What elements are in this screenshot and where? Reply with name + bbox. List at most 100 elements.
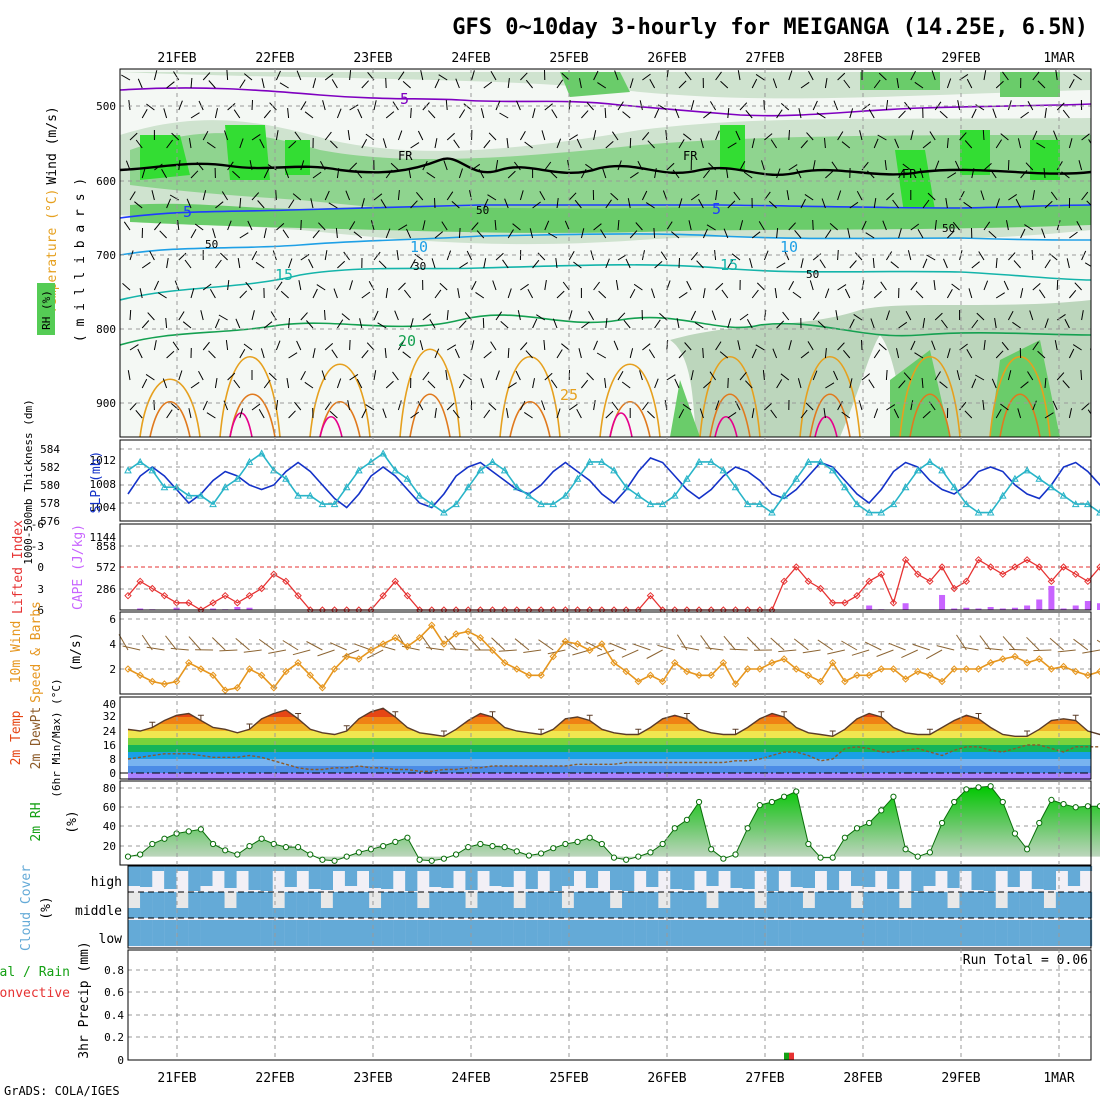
wind-speed-point xyxy=(342,652,351,661)
wind-barb xyxy=(700,138,704,149)
rh-point xyxy=(586,834,593,841)
wind-barb xyxy=(751,138,755,149)
wind-barb xyxy=(964,410,973,419)
cloud-cell xyxy=(296,920,309,946)
wind-barb xyxy=(776,109,783,119)
wind-barb xyxy=(232,170,241,179)
wind-barb xyxy=(487,194,497,201)
thickness-point xyxy=(427,500,436,508)
wind-barb xyxy=(982,400,985,411)
cloud-cell xyxy=(875,920,888,946)
bottom-date-label: 26FEB xyxy=(647,1071,686,1086)
wind-barb xyxy=(646,649,663,659)
cloud-cell xyxy=(477,920,490,946)
wind-barb xyxy=(1086,200,1091,206)
cloud-cell xyxy=(658,908,671,918)
wind-barb xyxy=(483,351,492,359)
thickness-point xyxy=(561,491,570,499)
wind-barb xyxy=(666,374,676,381)
wind-barb xyxy=(968,288,973,299)
cloud-cell xyxy=(525,920,538,946)
wind-barb xyxy=(568,134,578,141)
wind-barb xyxy=(939,110,948,119)
wind-barb xyxy=(214,318,220,329)
wind-speed-point xyxy=(1096,667,1100,676)
wind-barb xyxy=(1068,138,1073,149)
wind-barb xyxy=(329,410,338,419)
rh-point xyxy=(1036,819,1043,827)
cloud-cell xyxy=(1007,866,1020,887)
cloud-cell xyxy=(1067,866,1081,886)
cloud-cell xyxy=(1031,866,1044,889)
wind-barb xyxy=(1068,408,1072,419)
thickness-point xyxy=(184,491,193,499)
wind-barb xyxy=(833,370,839,381)
wind-barb xyxy=(947,230,955,239)
wind-barb xyxy=(397,130,403,141)
li-tick: -3 xyxy=(31,540,44,553)
wind-barb xyxy=(490,71,497,81)
wind-barb xyxy=(684,71,692,81)
wind-barb xyxy=(817,320,826,329)
thickness-point xyxy=(598,457,606,465)
wind-barb xyxy=(856,190,863,201)
thickness-line xyxy=(127,452,1100,514)
thickness-point xyxy=(986,508,995,516)
temp-tick: 16 xyxy=(103,739,116,752)
wind-barb xyxy=(1069,289,1077,299)
wind-barb xyxy=(824,137,826,149)
contour-label: 10 xyxy=(780,238,798,256)
wind-barb xyxy=(788,164,798,171)
lifted-index-point xyxy=(646,591,655,600)
wind-barb xyxy=(793,638,809,651)
cloud-cell xyxy=(140,920,153,946)
cloud-cell xyxy=(224,866,237,888)
cloud-cell xyxy=(959,866,972,871)
wind-barb xyxy=(837,249,839,261)
wind-barb xyxy=(214,108,218,119)
precip-axis-label-3: 3hr Precip (mm) xyxy=(77,941,92,1058)
wind-barb xyxy=(532,318,538,329)
wind-barb xyxy=(1033,649,1052,652)
wind-barb xyxy=(251,192,260,201)
wind-barb xyxy=(502,259,509,269)
thickness-point xyxy=(124,466,132,474)
wind-barb xyxy=(467,636,481,651)
wind-barb xyxy=(1003,280,1009,291)
wind-speed-point xyxy=(379,640,387,648)
wind-barb xyxy=(936,645,955,651)
lifted-index-point xyxy=(379,591,387,600)
slp-tick: 1012 xyxy=(90,454,117,467)
cloud-cell xyxy=(646,920,659,946)
wind-barb xyxy=(657,644,675,651)
millibars-axis-label: ( m i l l i b a r s ) xyxy=(73,178,88,342)
wind-barb xyxy=(841,411,851,419)
lifted-index-point xyxy=(974,556,983,564)
wind-barb xyxy=(524,411,533,419)
wind-barb xyxy=(223,400,229,411)
wind-barb xyxy=(780,103,790,111)
rh-point xyxy=(416,856,423,863)
wind-barb xyxy=(751,348,757,359)
wind-barb xyxy=(146,103,155,111)
cloud-cell xyxy=(248,920,261,946)
cape-bar xyxy=(1060,608,1067,610)
wind-barb xyxy=(774,288,778,299)
wind-speed-point xyxy=(172,677,181,686)
wind-barb xyxy=(615,280,619,291)
wind-barb xyxy=(776,168,781,179)
wind-barb xyxy=(190,112,200,119)
cloud-cell xyxy=(296,892,309,918)
wind-barb xyxy=(261,78,265,89)
thickness-point xyxy=(476,466,485,474)
rh-point xyxy=(137,851,144,858)
wind-barb xyxy=(373,310,379,321)
wind-barb xyxy=(366,649,384,659)
cloud-cover-cells xyxy=(128,866,1093,946)
cloud-cell xyxy=(405,866,418,891)
wind-barb xyxy=(727,108,730,119)
wind-barb xyxy=(1073,638,1089,651)
wind-barb xyxy=(702,347,704,359)
cloud-cell xyxy=(790,866,803,887)
rh-point xyxy=(1011,830,1019,837)
